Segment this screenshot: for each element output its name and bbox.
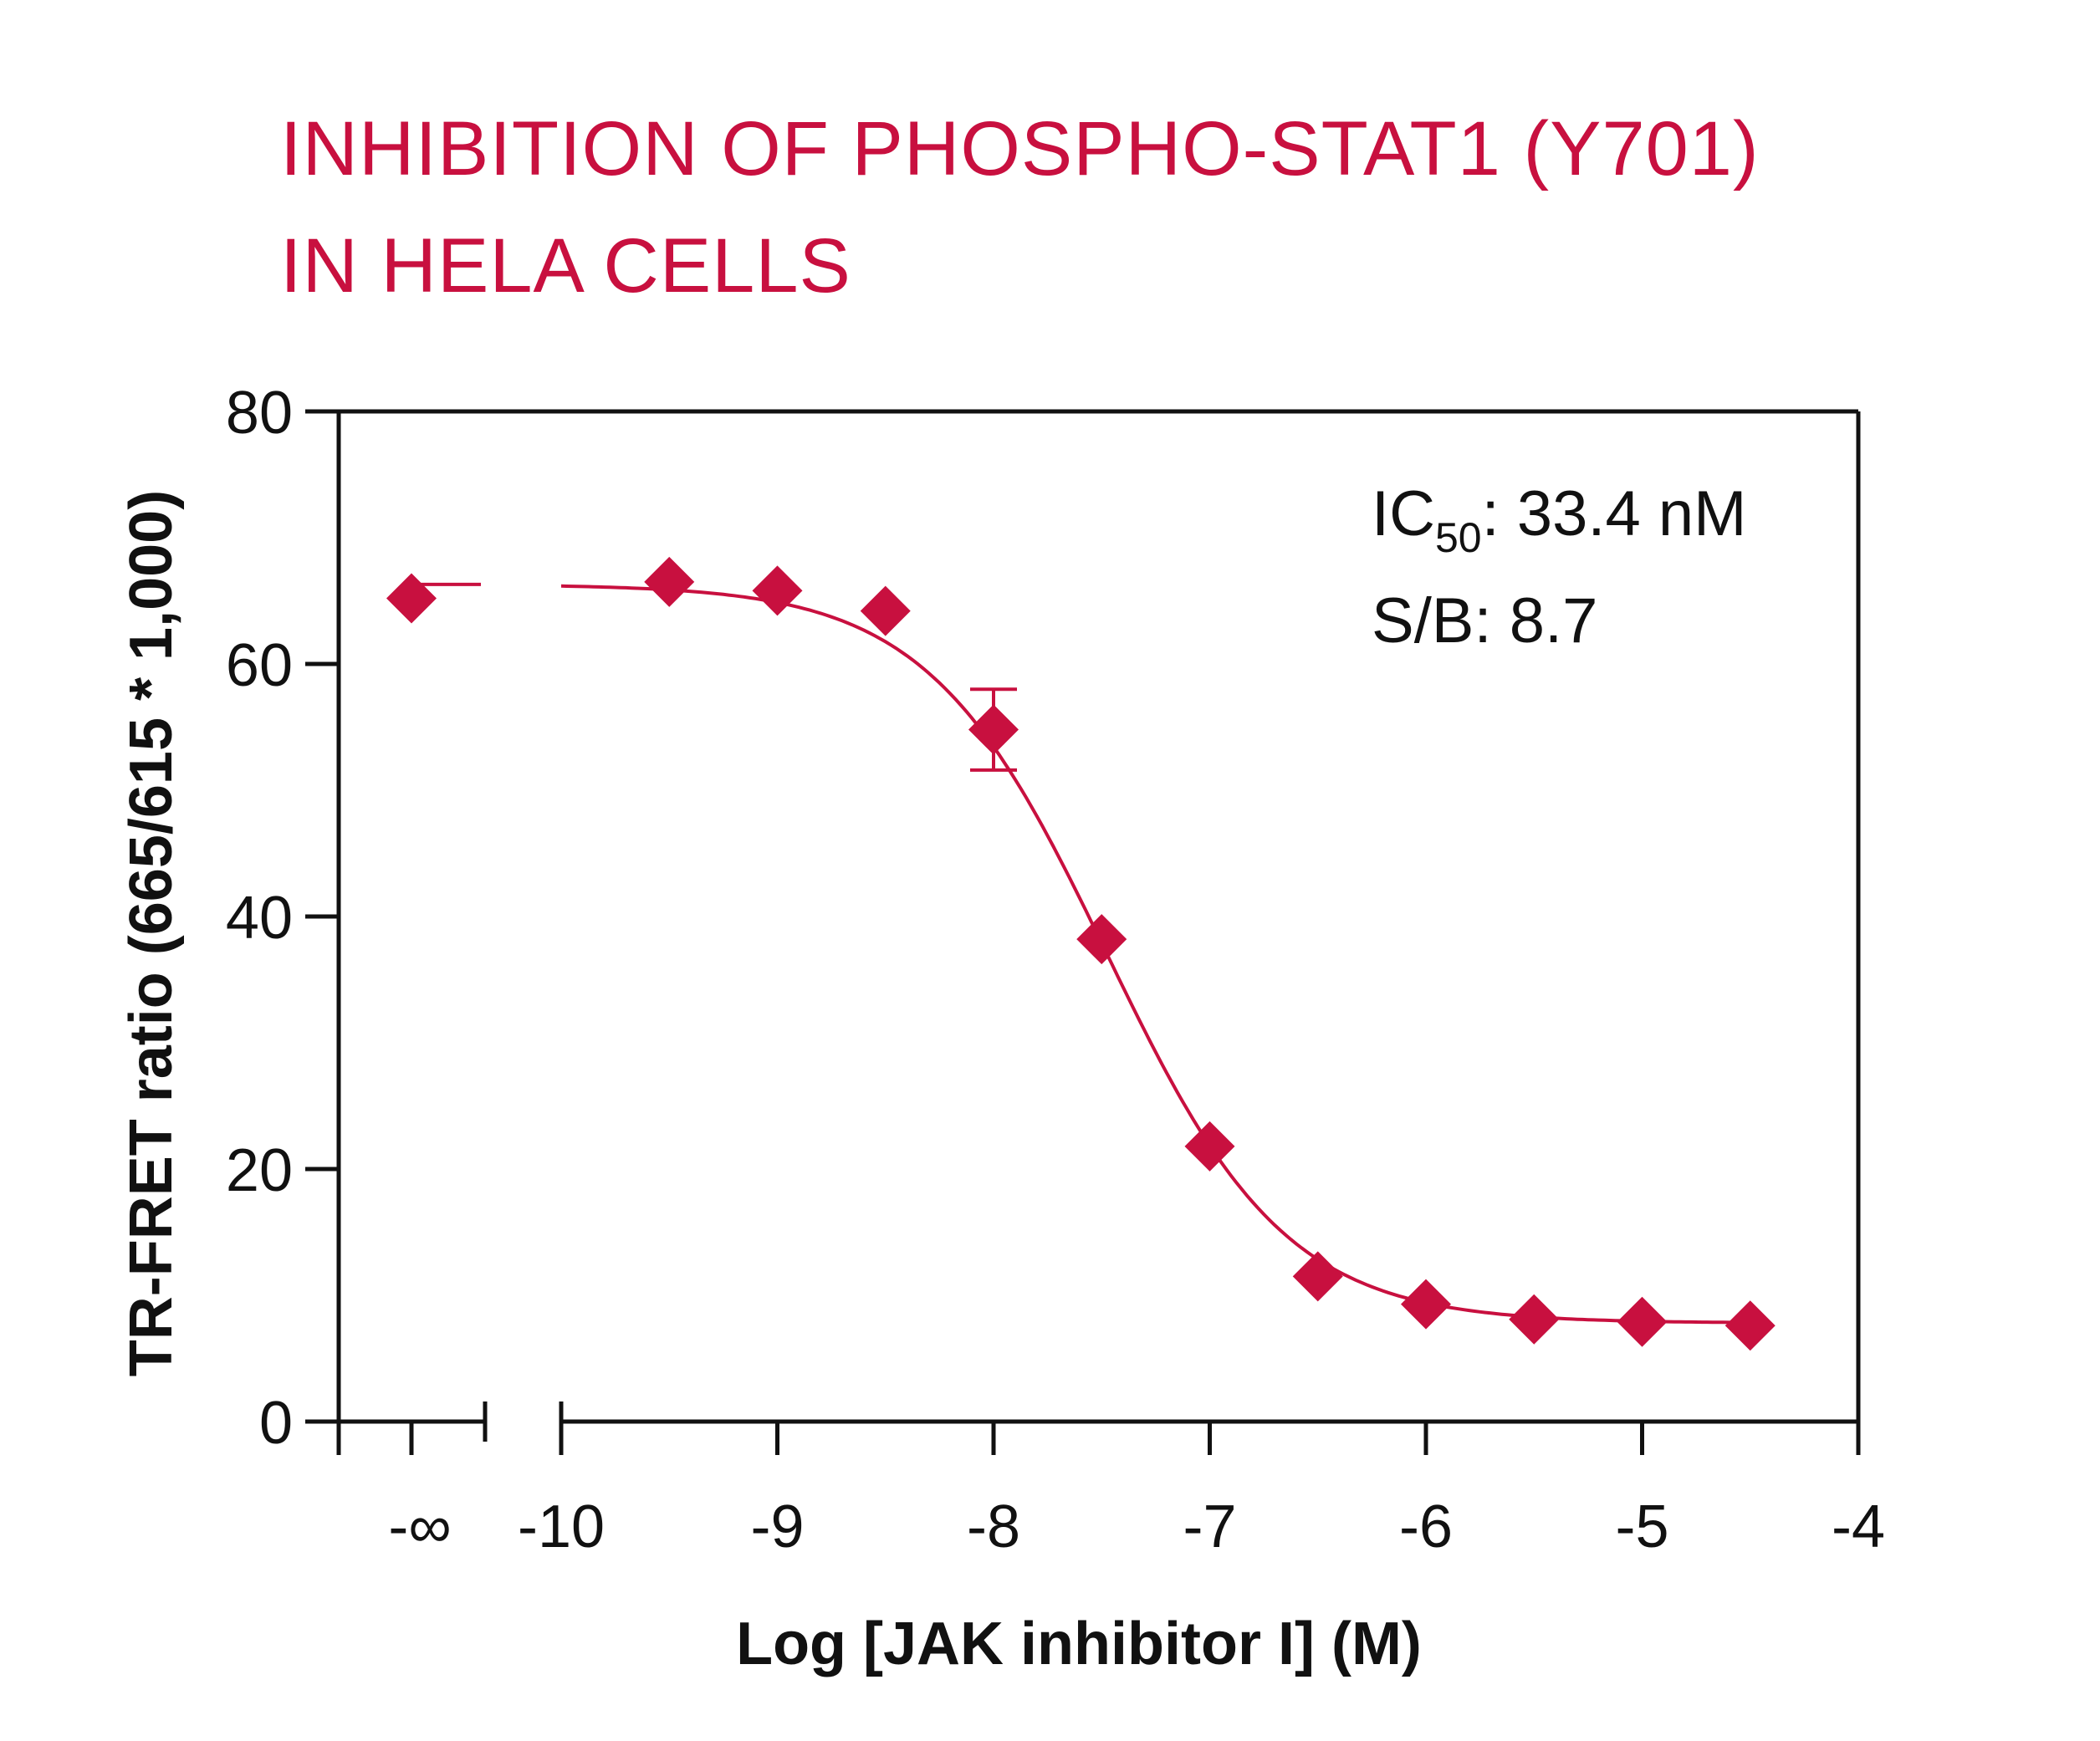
ic50-annotation: IC50: 33.4 nM [1372,478,1746,561]
y-tick-label: 40 [226,885,293,952]
data-point-3 [860,585,911,636]
y-tick-label: 0 [259,1390,293,1457]
data-points-layer [386,556,1776,1351]
data-point-6 [1184,1121,1235,1172]
x-tick-label: -4 [1832,1493,1885,1560]
data-point-10 [1617,1296,1668,1347]
data-point-9 [1509,1294,1560,1345]
y-axis-label: TR-FRET ratio (665/615 * 1,000) [118,490,185,1376]
axes [305,409,1861,1455]
ic50-value: : 33.4 nM [1482,478,1747,549]
x-tick-label: -10 [518,1493,605,1560]
data-point-7 [1292,1251,1343,1302]
y-tick-label: 20 [226,1137,293,1204]
sb-annotation: S/B: 8.7 [1372,585,1597,656]
chart-title-line-2: IN HELA CELLS [280,223,851,309]
data-point-0 [386,573,437,624]
ic50-prefix: IC [1372,478,1435,549]
chart-title: INHIBITION OF PHOSPHO-STAT1 (Y701) IN HE… [280,90,1760,324]
data-point-4 [968,704,1019,755]
data-point-1 [644,556,695,607]
data-point-8 [1401,1279,1451,1330]
x-tick-label: -6 [1399,1493,1453,1560]
data-point-11 [1724,1300,1776,1351]
fit-curve [560,584,1750,1325]
tick-labels-layer: -10 -9 -8 -7 -6 -5 -4 -∞ 0 20 40 60 80 [226,380,1885,1560]
x-tick-label: -5 [1615,1493,1668,1560]
ic50-subscript: 50 [1435,514,1482,561]
chart-title-line-1: INHIBITION OF PHOSPHO-STAT1 (Y701) [280,106,1760,191]
x-tick-label: -9 [750,1493,804,1560]
y-tick-label: 60 [226,632,293,699]
y-tick-label: 80 [226,380,293,447]
x-tick-label: -8 [967,1493,1020,1560]
x-axis-label: Log [JAK inhibitor I] (M) [736,1611,1422,1677]
x-tick-label: -7 [1183,1493,1236,1560]
data-point-5 [1076,914,1127,965]
data-point-2 [752,565,803,616]
fit-curve-layer [416,582,1750,1325]
x-tick-label-infinity: -∞ [388,1493,451,1560]
